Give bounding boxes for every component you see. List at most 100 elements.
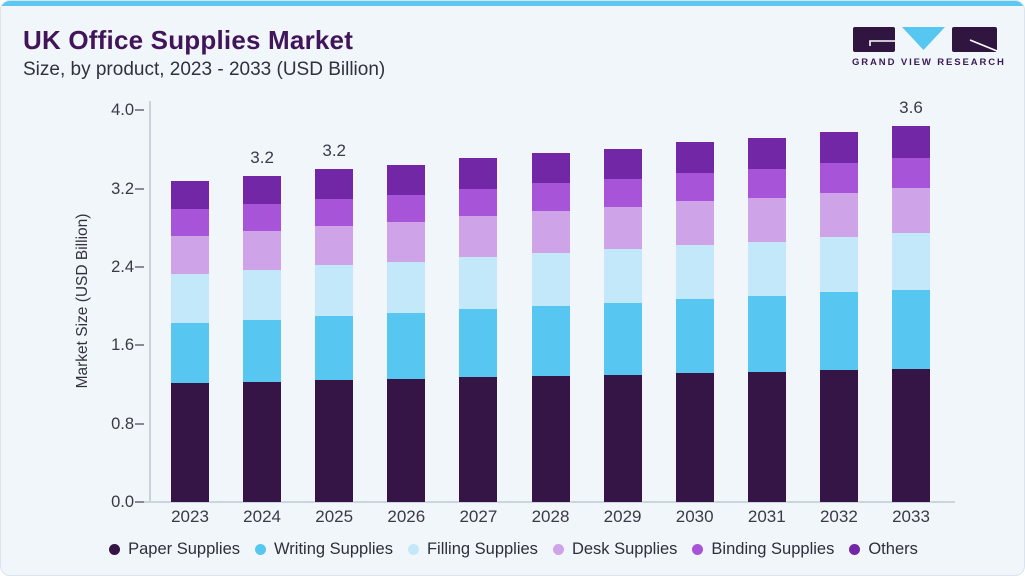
x-tick-label: 2026	[387, 507, 426, 526]
x-tick-label: 2029	[603, 507, 642, 526]
y-axis-line	[149, 101, 151, 502]
bar-segment-paper-supplies	[387, 378, 426, 502]
bar-segment-others	[603, 148, 642, 179]
legend-item-filling-supplies: Filling Supplies	[407, 539, 538, 559]
bar-segment-filling-supplies	[459, 257, 498, 310]
bar-segment-desk-supplies	[603, 207, 642, 250]
bar-2023	[170, 179, 210, 502]
bar-segment-binding-supplies	[243, 204, 282, 231]
y-tick-label: 2.4	[111, 258, 134, 277]
bar-2033	[891, 125, 931, 502]
legend-label: Desk Supplies	[571, 539, 678, 558]
bar-segment-writing-supplies	[603, 303, 642, 375]
bar-segment-others	[243, 176, 282, 205]
x-axis-line	[137, 501, 955, 503]
legend-label: Others	[868, 539, 918, 558]
bar-segment-writing-supplies	[819, 292, 858, 370]
bar-segment-desk-supplies	[243, 230, 282, 270]
bar-segment-others	[747, 137, 786, 170]
page-subtitle: Size, by product, 2023 - 2033 (USD Billi…	[23, 59, 386, 80]
x-tick-label: 2023	[171, 507, 209, 526]
bar-2027	[458, 157, 499, 502]
bar-segment-paper-supplies	[459, 376, 498, 502]
y-tick-mark	[135, 266, 144, 269]
bar-segment-others	[387, 165, 426, 195]
bar-segment-desk-supplies	[387, 222, 426, 263]
brand-name: GRAND VIEW RESEARCH	[852, 57, 1006, 68]
bar-value-label: 3.2	[250, 148, 274, 167]
legend-dot-icon	[255, 543, 267, 555]
bar-segment-filling-supplies	[531, 253, 570, 307]
bar-segment-binding-supplies	[603, 178, 642, 208]
chart-legend: Paper Supplies Writing Supplies Filling Su…	[1, 536, 1024, 562]
bar-segment-paper-supplies	[675, 372, 714, 502]
bar-2025	[314, 168, 355, 502]
bar-segment-binding-supplies	[387, 194, 426, 222]
bar-segment-desk-supplies	[315, 225, 354, 266]
bar-segment-filling-supplies	[387, 262, 426, 314]
x-tick-label: 2030	[675, 507, 714, 526]
bar-segment-writing-supplies	[243, 319, 282, 382]
bar-segment-writing-supplies	[892, 289, 930, 369]
bar-segment-others	[675, 141, 714, 174]
bar-segment-desk-supplies	[459, 216, 498, 258]
bar-segment-desk-supplies	[675, 201, 714, 245]
bar-segment-binding-supplies	[747, 169, 786, 198]
y-tick-mark	[135, 501, 144, 503]
bar-segment-desk-supplies	[531, 211, 570, 254]
top-accent-bar	[1, 1, 1024, 6]
bar-segment-others	[531, 152, 570, 183]
bar-segment-others	[892, 126, 930, 159]
bar-segment-paper-supplies	[892, 368, 930, 502]
x-tick-label: 2032	[819, 507, 858, 526]
legend-item-binding-supplies: Binding Supplies	[692, 540, 834, 559]
legend-item-paper-supplies: Paper Supplies	[109, 540, 240, 559]
bar-segment-paper-supplies	[819, 369, 858, 502]
bar-segment-writing-supplies	[531, 306, 570, 376]
y-tick-label: 3.2	[111, 179, 134, 198]
bar-segment-writing-supplies	[315, 315, 354, 380]
bar-segment-filling-supplies	[747, 241, 786, 297]
bar-segment-paper-supplies	[747, 371, 786, 502]
bar-2030	[674, 140, 715, 502]
legend-dot-icon	[109, 543, 121, 555]
x-tick-label: 2031	[747, 507, 786, 526]
bar-segment-binding-supplies	[675, 173, 714, 202]
bar-segment-others	[459, 158, 498, 189]
bar-segment-binding-supplies	[171, 209, 209, 236]
bar-2026	[386, 164, 427, 502]
y-tick-mark	[135, 344, 144, 347]
bar-segment-writing-supplies	[171, 322, 209, 383]
bar-2031	[746, 136, 787, 502]
bar-segment-filling-supplies	[315, 265, 354, 316]
gvr-logo-icon	[853, 27, 998, 52]
legend-dot-icon	[849, 543, 861, 555]
bar-segment-writing-supplies	[387, 313, 426, 379]
y-tick-label: 0.0	[111, 493, 134, 511]
legend-label: Writing Supplies	[274, 539, 393, 558]
bar-segment-desk-supplies	[171, 235, 209, 274]
bar-segment-binding-supplies	[531, 182, 570, 212]
bar-segment-others	[819, 131, 858, 164]
y-tick-mark	[135, 187, 144, 190]
bar-segment-desk-supplies	[892, 187, 930, 233]
bar-segment-filling-supplies	[892, 232, 930, 290]
bar-segment-binding-supplies	[315, 198, 354, 226]
bar-segment-binding-supplies	[892, 158, 930, 188]
page-title: UK Office Supplies Market	[23, 25, 354, 55]
legend-dot-icon	[552, 543, 564, 555]
bar-segment-filling-supplies	[603, 249, 642, 304]
x-tick-label: 2033	[892, 507, 930, 526]
legend-dot-icon	[692, 543, 704, 555]
bar-segment-writing-supplies	[675, 299, 714, 373]
legend-label: Filling Supplies	[426, 539, 538, 558]
bar-segment-filling-supplies	[675, 244, 714, 300]
y-tick-label: 4.0	[111, 101, 134, 120]
bar-segment-others	[315, 169, 354, 199]
bar-segment-writing-supplies	[747, 296, 786, 372]
legend-label: Paper Supplies	[128, 539, 241, 558]
brand-logo: GRAND VIEW RESEARCH	[852, 27, 1006, 68]
bar-segment-desk-supplies	[819, 192, 858, 237]
bar-value-label: 3.6	[899, 98, 923, 118]
